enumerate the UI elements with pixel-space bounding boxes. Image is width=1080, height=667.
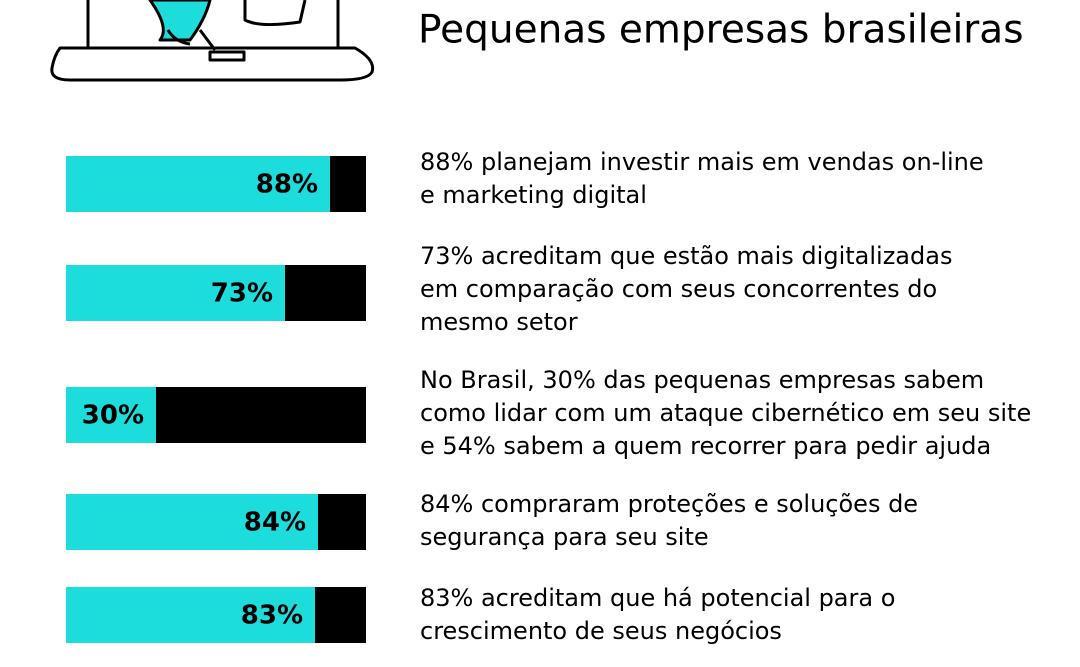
description: No Brasil, 30% das pequenas empresas sab… xyxy=(420,366,984,394)
description: 88% planejam investir mais em vendas on-… xyxy=(420,148,984,176)
figure xyxy=(148,0,212,42)
description: segurança para seu site xyxy=(420,523,709,551)
bar xyxy=(66,494,318,550)
description: 83% acreditam que há potencial para o xyxy=(420,584,895,612)
pen xyxy=(198,29,217,51)
description: 73% acreditam que estão mais digitalizad… xyxy=(420,242,952,270)
hand xyxy=(166,29,191,46)
bar xyxy=(66,387,156,443)
value-label: 73% xyxy=(211,279,273,309)
description: 84% compraram proteções e soluções de xyxy=(420,490,918,518)
description: crescimento de seus negócios xyxy=(420,617,782,645)
illustration xyxy=(50,0,375,82)
value-label: 88% xyxy=(256,170,318,200)
laptop-base xyxy=(50,46,375,82)
description: mesmo setor xyxy=(420,308,578,336)
laptop-screen xyxy=(86,0,340,50)
bar xyxy=(66,265,285,321)
pad xyxy=(208,50,246,62)
description: em comparação com seus concorrentes do xyxy=(420,275,937,303)
bar xyxy=(66,587,315,643)
description: como lidar com um ataque cibernético em … xyxy=(420,399,1031,427)
description: e 54% sabem a quem recorrer para pedir a… xyxy=(420,432,991,460)
value-label: 84% xyxy=(244,508,306,538)
value-label: 30% xyxy=(82,401,144,431)
description: e marketing digital xyxy=(420,181,647,209)
value-label: 83% xyxy=(241,601,303,631)
chart-title: Pequenas empresas brasileiras xyxy=(418,8,1024,53)
shoe xyxy=(243,0,307,27)
bar xyxy=(66,156,330,212)
